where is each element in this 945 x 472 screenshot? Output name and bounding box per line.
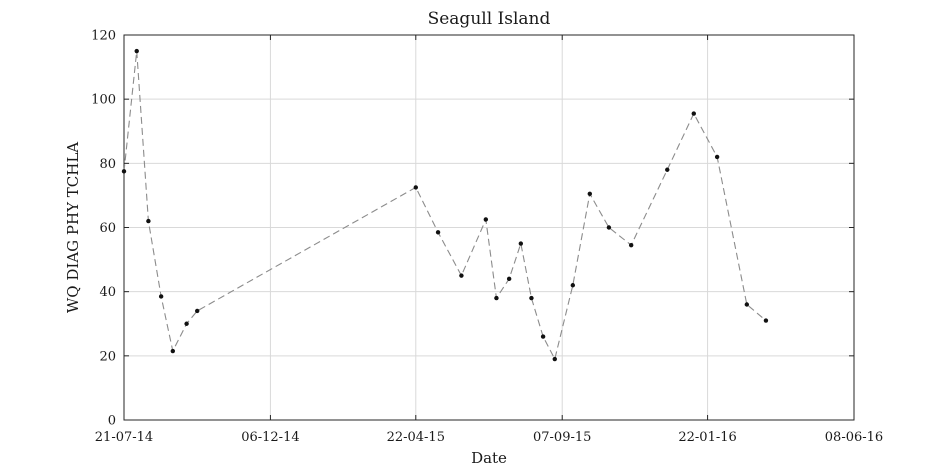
data-point xyxy=(158,294,164,299)
data-point xyxy=(570,283,576,288)
data-markers xyxy=(121,48,769,362)
y-tick-label: 0 xyxy=(108,414,116,429)
grid-lines xyxy=(123,34,855,421)
data-point xyxy=(628,242,634,248)
series-line xyxy=(123,50,767,361)
data-point xyxy=(744,302,750,307)
data-point xyxy=(459,273,464,278)
x-tick-label: 22-04-15 xyxy=(387,430,445,445)
y-tick-label: 120 xyxy=(91,29,116,44)
data-point xyxy=(435,230,441,235)
data-point xyxy=(606,225,612,230)
data-point xyxy=(714,154,720,160)
data-point xyxy=(540,334,546,339)
data-point xyxy=(494,295,499,301)
y-axis-label: WQ DIAG PHY TCHLA xyxy=(64,142,82,313)
data-point xyxy=(146,218,151,224)
data-point xyxy=(587,191,592,197)
data-point xyxy=(184,321,189,326)
x-axis-label: Date xyxy=(471,449,507,467)
data-point xyxy=(170,348,176,354)
data-point xyxy=(518,241,524,246)
data-point xyxy=(483,217,489,222)
x-tick-label: 06-12-14 xyxy=(241,430,299,445)
y-tick-label: 60 xyxy=(99,221,116,236)
x-tick-label: 07-09-15 xyxy=(533,430,591,445)
data-point xyxy=(413,185,418,190)
x-tick-label: 08-06-16 xyxy=(825,430,883,445)
x-tick-label: 21-07-14 xyxy=(95,430,153,445)
data-point xyxy=(134,48,139,54)
data-point xyxy=(552,356,557,362)
data-point xyxy=(691,111,696,116)
data-point xyxy=(506,276,512,282)
y-tick-label: 20 xyxy=(99,349,116,364)
y-tick-label: 100 xyxy=(91,93,116,108)
axis-ticks: 0 20 40 60 80 100 120 21-07-14 06-12-14 22-04-15 0… xyxy=(91,29,883,446)
y-tick-label: 40 xyxy=(99,285,116,300)
data-point xyxy=(763,318,769,323)
x-tick-label: 22-01-16 xyxy=(678,430,736,445)
data-point xyxy=(195,308,200,314)
data-point xyxy=(529,295,534,301)
y-tick-label: 80 xyxy=(99,157,116,172)
chart-title: Seagull Island xyxy=(428,9,551,29)
data-point xyxy=(121,169,127,174)
data-point xyxy=(665,167,670,172)
